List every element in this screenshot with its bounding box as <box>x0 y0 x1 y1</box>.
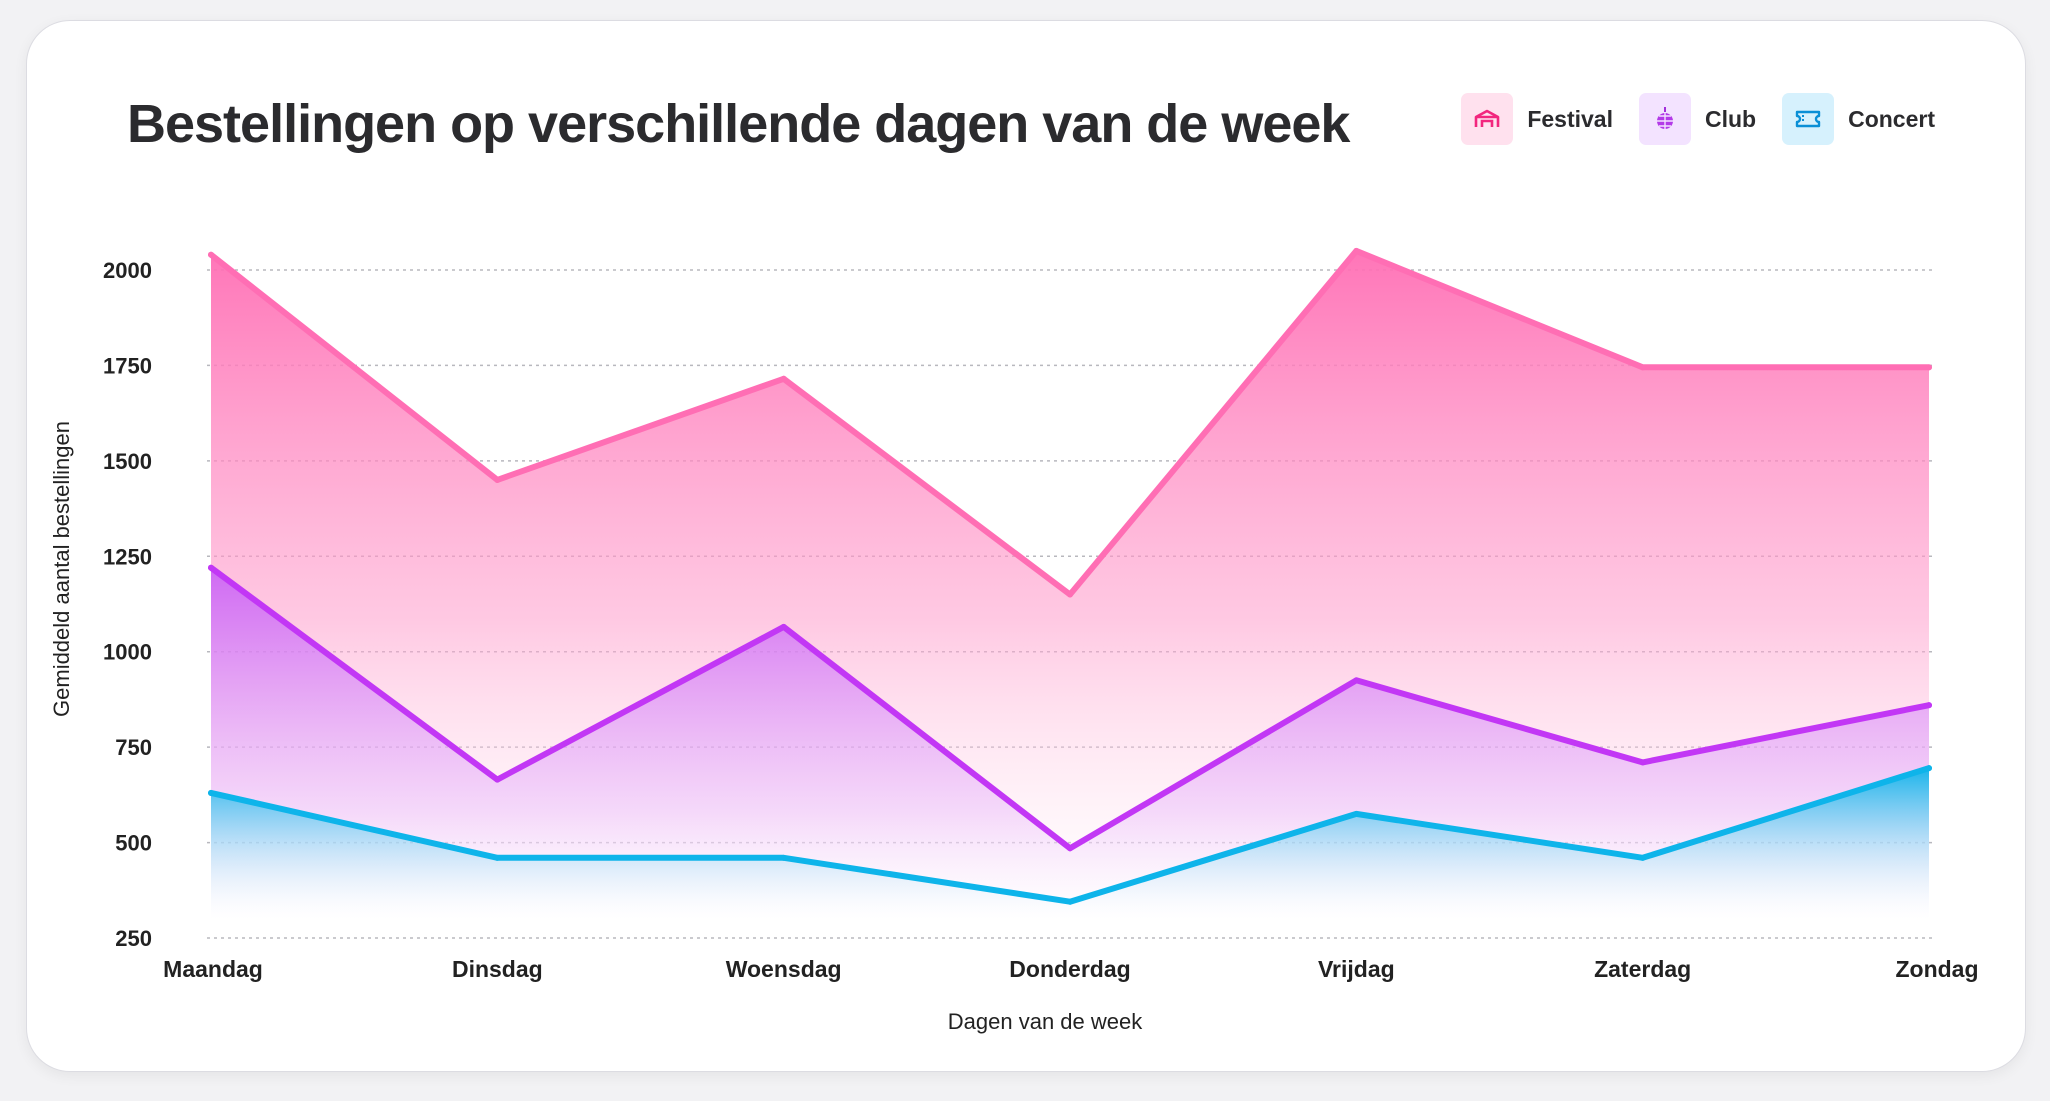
data-point-festival[interactable] <box>1639 364 1646 371</box>
data-point-concert[interactable] <box>780 854 787 861</box>
x-tick-label: Maandag <box>163 956 263 982</box>
area-concert <box>211 768 1929 919</box>
data-point-club[interactable] <box>1067 845 1073 852</box>
y-tick-label: 2000 <box>103 258 152 283</box>
legend-item-festival[interactable]: Festival <box>1461 93 1613 145</box>
data-point-festival[interactable] <box>780 375 787 382</box>
y-tick-label: 1500 <box>103 449 152 474</box>
x-tick-label: Zaterdag <box>1594 956 1691 982</box>
y-axis-title: Gemiddeld aantal bestellingen <box>49 421 74 717</box>
y-tick-label: 250 <box>115 926 152 951</box>
data-point-concert[interactable] <box>208 789 214 796</box>
y-tick-label: 1000 <box>103 640 152 665</box>
x-tick-label: Zondag <box>1895 956 1978 982</box>
x-tick-label: Donderdag <box>1009 956 1130 982</box>
ticket-icon <box>1782 93 1835 145</box>
data-point-club[interactable] <box>494 776 501 783</box>
y-tick-label: 1250 <box>103 544 152 569</box>
data-point-concert[interactable] <box>1353 810 1360 817</box>
chart-plot-area: 2000 1750 1500 1250 1000 750 500 250 Maandag Dins… <box>49 247 1979 1034</box>
data-point-festival[interactable] <box>1353 247 1360 254</box>
disco-ball-icon <box>1638 93 1691 145</box>
festival-icon <box>1461 93 1514 145</box>
legend-label-concert: Concert <box>1848 105 1935 132</box>
chart-card: Bestellingen op verschillende dagen van … <box>26 20 2026 1072</box>
data-point-club[interactable] <box>1639 759 1646 766</box>
data-point-club[interactable] <box>1353 677 1360 684</box>
data-point-festival[interactable] <box>1067 591 1073 598</box>
data-point-concert[interactable] <box>1067 898 1073 905</box>
data-point-club[interactable] <box>208 564 214 571</box>
legend-label-festival: Festival <box>1527 105 1613 132</box>
data-point-concert[interactable] <box>1639 854 1646 861</box>
legend-item-club[interactable]: Club <box>1638 93 1757 145</box>
x-tick-label: Woensdag <box>726 956 842 982</box>
y-tick-label: 1750 <box>103 353 152 378</box>
data-point-festival[interactable] <box>208 251 214 258</box>
legend-label-club: Club <box>1704 105 1757 132</box>
data-point-concert[interactable] <box>1926 765 1932 772</box>
data-point-club[interactable] <box>1926 702 1932 709</box>
data-point-club[interactable] <box>780 623 787 630</box>
x-tick-label: Dinsdag <box>452 956 543 982</box>
y-tick-label: 500 <box>115 831 152 856</box>
y-tick-label: 750 <box>115 735 152 760</box>
chart-title: Bestellingen op verschillende dagen van … <box>127 94 1350 154</box>
data-point-festival[interactable] <box>494 476 501 483</box>
x-axis-title: Dagen van de week <box>948 1009 1143 1034</box>
area-club <box>211 567 1929 919</box>
chart-legend: Festival Club Concert <box>1461 93 1935 145</box>
legend-item-concert[interactable]: Concert <box>1782 93 1935 145</box>
data-point-festival[interactable] <box>1926 364 1932 371</box>
data-point-concert[interactable] <box>494 854 501 861</box>
x-tick-label: Vrijdag <box>1318 956 1395 982</box>
